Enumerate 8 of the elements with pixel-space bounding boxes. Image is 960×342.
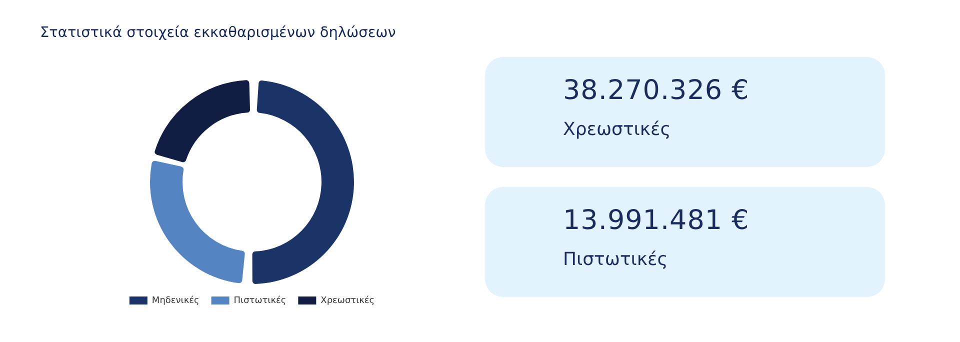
chart-title: Στατιστικά στοιχεία εκκαθαρισμένων δηλώσεων	[40, 25, 396, 41]
text: 13.991.481 €	[563, 205, 750, 236]
legend-label: Μηδενικές	[152, 294, 200, 306]
legend-label: Πιστωτικές	[234, 294, 286, 306]
text: 38.270.326 €	[563, 75, 750, 106]
text: Χρεωστικές	[563, 119, 671, 140]
legend-label: Χρεωστικές	[320, 294, 375, 306]
text: Πιστωτικές	[563, 249, 668, 270]
